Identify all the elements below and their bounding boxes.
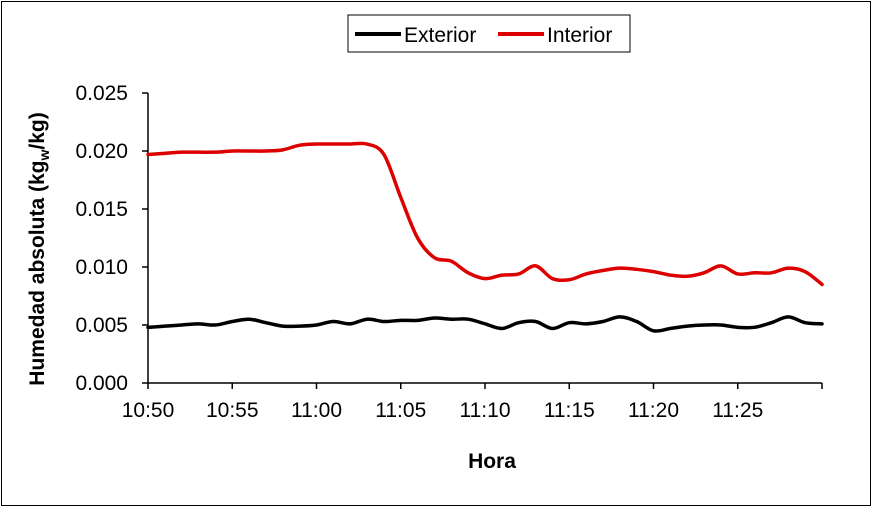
x-tick-label: 11:10: [460, 399, 511, 422]
series-lines: [146, 141, 824, 333]
y-axis-title-main: Humedad absoluta (kg: [26, 161, 49, 386]
x-tick-label: 10:55: [206, 399, 259, 422]
x-axis-title: Hora: [468, 450, 516, 473]
x-axis-ticks: 10:50 10:55 11:00 11:05 11:10 11:15 11:20 11:25: [122, 383, 823, 422]
x-tick-label: 11:00: [291, 399, 342, 422]
series-line-interior: [146, 141, 824, 287]
x-tick-label: 10:50: [122, 399, 175, 422]
legend: Exterior Interior: [347, 14, 631, 53]
legend-label-interior: Interior: [547, 24, 612, 47]
x-tick-label: 11:25: [712, 399, 763, 422]
y-axis-title: Humedad absoluta (kgw/kg): [26, 112, 52, 385]
series-line-exterior: [146, 315, 824, 333]
y-tick-label: 0.025: [75, 82, 128, 105]
legend-label-exterior: Exterior: [404, 24, 476, 47]
x-tick-label: 11:15: [544, 399, 595, 422]
x-tick-label: 11:20: [628, 399, 679, 422]
y-tick-label: 0.005: [75, 314, 128, 337]
y-tick-label: 0.015: [75, 198, 128, 221]
x-tick-label: 11:05: [375, 399, 426, 422]
y-tick-label: 0.010: [75, 256, 128, 279]
y-tick-label: 0.000: [75, 372, 128, 395]
y-axis-ticks: 0.000 0.005 0.010 0.015 0.020 0.025: [75, 82, 148, 395]
y-axis-title-end: /kg): [26, 112, 49, 149]
y-axis-title-subscript: w: [36, 150, 52, 162]
y-tick-label: 0.020: [75, 140, 128, 163]
